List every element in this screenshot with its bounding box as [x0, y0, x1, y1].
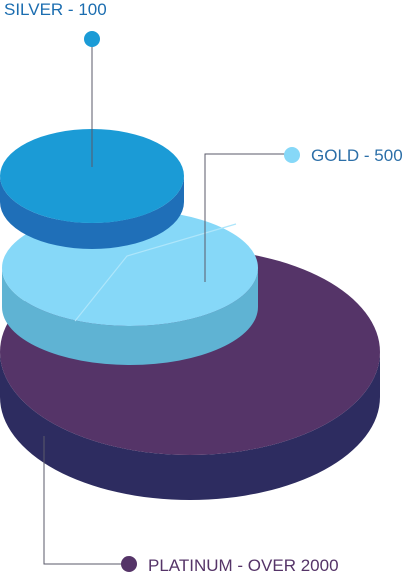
platinum-tier-label: PLATINUM - OVER 2000	[148, 556, 339, 575]
silver-marker-dot	[84, 31, 100, 47]
platinum-connector-line	[43, 436, 128, 565]
gold-disc-side	[2, 268, 258, 365]
gold-marker-dot	[284, 147, 300, 163]
gold-tier-label: GOLD - 500	[311, 146, 403, 165]
connector-lines	[43, 40, 287, 565]
platinum-marker-dot	[121, 556, 137, 572]
platinum-disc-side	[0, 352, 380, 500]
silver-disc-side	[0, 176, 184, 249]
silver-disc	[0, 129, 184, 249]
gold-disc-facet-line	[74, 223, 237, 322]
gold-connector-line	[204, 153, 287, 282]
silver-tier-label: SILVER - 100	[4, 0, 107, 19]
silver-disc-top	[0, 129, 184, 223]
